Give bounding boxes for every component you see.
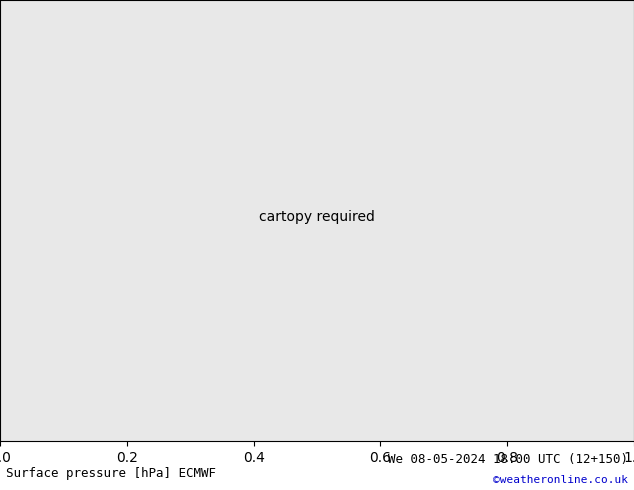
Text: We 08-05-2024 18:00 UTC (12+150): We 08-05-2024 18:00 UTC (12+150): [387, 452, 628, 466]
Text: Surface pressure [hPa] ECMWF: Surface pressure [hPa] ECMWF: [6, 467, 216, 480]
Text: cartopy required: cartopy required: [259, 210, 375, 223]
Text: ©weatheronline.co.uk: ©weatheronline.co.uk: [493, 475, 628, 485]
